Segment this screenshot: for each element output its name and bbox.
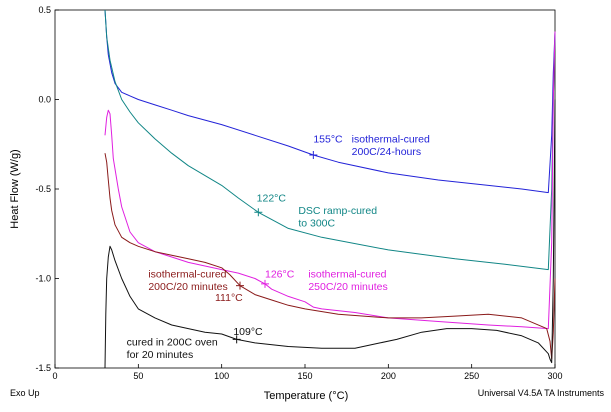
x-tick-label: 250 <box>464 371 479 381</box>
x-tick-label: 200 <box>381 371 396 381</box>
axis-ticks: 0 50 100 150 200 250 300 0.5 0.0 -0.5 -1.0 -1.5 <box>35 5 562 381</box>
annotation-t-155: 155°C <box>313 133 343 145</box>
annotation-lbl-ramp-1: DSC ramp-cured <box>298 205 377 217</box>
y-tick-label: -1.5 <box>35 363 51 373</box>
annotation-t-111: 111°C <box>215 292 243 304</box>
x-tick-label: 300 <box>547 371 562 381</box>
y-tick-label: 0.0 <box>38 95 51 105</box>
annotation-lbl-iso24-2: 200C/24-hours <box>352 146 421 158</box>
series-layer <box>104 9 556 369</box>
tg-marker-oven-200 <box>232 335 241 344</box>
annotation-lbl-iso200-2: 200C/20 minutes <box>148 281 227 293</box>
annotation-t-126: 126°C <box>265 269 295 281</box>
annotation-lbl-iso250-2: 250C/20 minutes <box>308 281 387 293</box>
annotation-lbl-iso250-1: isothermal-cured <box>308 269 386 281</box>
series-line-iso-24h <box>104 9 556 194</box>
series-line-ramp-300 <box>104 9 556 271</box>
x-tick-label: 150 <box>297 371 312 381</box>
x-tick-label: 50 <box>133 371 143 381</box>
x-tick-label: 0 <box>52 371 57 381</box>
annotation-t-122: 122°C <box>257 193 287 205</box>
y-axis-title: Heat Flow (W/g) <box>9 149 21 228</box>
tg-marker-ramp-300 <box>254 208 263 217</box>
y-tick-label: -0.5 <box>35 184 51 194</box>
tg-marker-iso-24h <box>309 150 318 159</box>
footer-instrument: Universal V4.5A TA Instruments <box>478 388 605 398</box>
tg-marker-iso-250 <box>261 279 269 288</box>
y-tick-label: -1.0 <box>35 274 51 284</box>
annotation-layer: 155°C isothermal-cured200C/24-hours122°CD… <box>127 133 430 361</box>
y-tick-label: 0.5 <box>38 5 51 15</box>
tg-marker-iso-200c-20 <box>236 281 244 290</box>
footer-exo-up: Exo Up <box>10 388 40 398</box>
annotation-t-109: 109°C <box>233 326 263 338</box>
annotation-lbl-iso24-1: isothermal-cured <box>352 133 430 145</box>
series-line-iso-200c-20 <box>104 153 556 360</box>
x-axis-title: Temperature (°C) <box>264 390 348 402</box>
x-tick-label: 100 <box>214 371 229 381</box>
annotation-lbl-ramp-2: to 300C <box>298 218 335 230</box>
annotation-lbl-oven-1: cured in 200C oven <box>127 337 218 349</box>
marker-layer <box>232 150 318 344</box>
annotation-lbl-iso200-1: isothermal-cured <box>148 269 226 281</box>
series-line-iso-250 <box>104 31 556 330</box>
annotation-lbl-oven-2: for 20 minutes <box>127 349 194 361</box>
series-line-oven-200 <box>104 99 556 369</box>
